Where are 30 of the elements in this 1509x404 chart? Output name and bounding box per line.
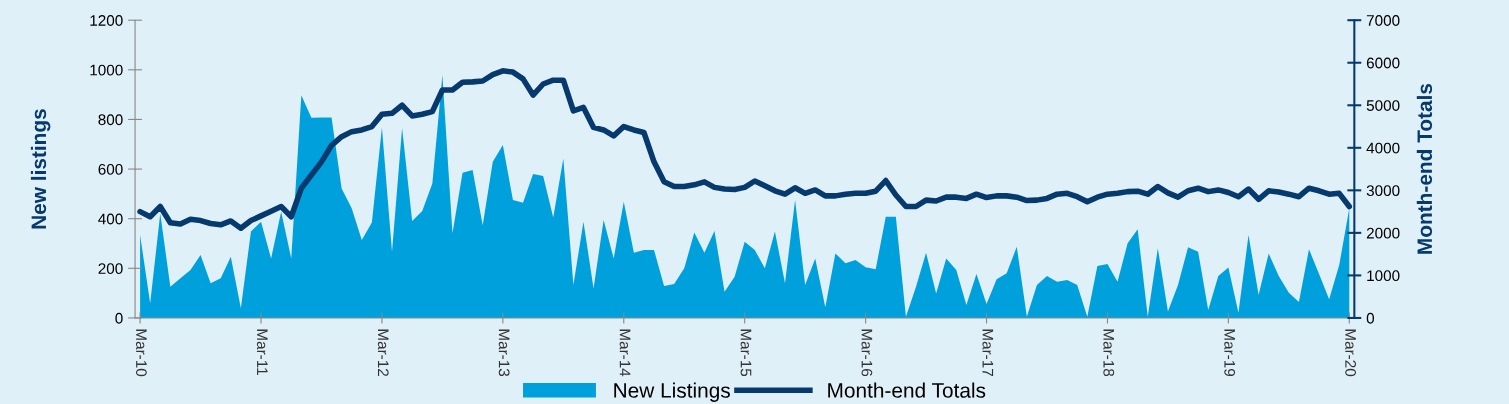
y-tick-label: 1200 — [90, 15, 123, 26]
x-tick-label: Mar-10 — [135, 329, 147, 377]
legend-label: New Listings — [614, 382, 730, 402]
y-axis-title: New listings — [30, 109, 51, 229]
y-tick-label: 800 — [98, 114, 123, 126]
x-tick-label: Mar-20 — [1345, 329, 1357, 377]
y2-tick-label: 3000 — [1366, 185, 1400, 197]
x-tick-label: Mar-17 — [982, 329, 994, 376]
x-tick-label: Mar-12 — [377, 329, 389, 376]
y-tick-label: 1000 — [90, 64, 123, 76]
legend-label: Month-end Totals — [828, 382, 986, 398]
y2-axis-title: Month-end Totals — [1416, 83, 1433, 254]
x-tick-label: Mar-11 — [256, 329, 268, 375]
y2-tick-label: 0 — [1366, 312, 1375, 324]
y-tick-label: 0 — [115, 312, 123, 324]
y-tick-label: 600 — [98, 163, 123, 175]
x-tick-label: Mar-19 — [1224, 329, 1236, 377]
x-tick-label: Mar-14 — [619, 329, 631, 377]
y-tick-label: 200 — [98, 263, 123, 275]
y2-tick-label: 4000 — [1366, 142, 1400, 154]
x-tick-label: Mar-13 — [498, 329, 510, 377]
y2-tick-label: 7000 — [1366, 15, 1400, 26]
x-tick-label: Mar-16 — [861, 329, 873, 377]
y2-tick-label: 5000 — [1366, 100, 1400, 111]
x-tick-label: Mar-15 — [740, 329, 752, 377]
y2-tick-label: 6000 — [1366, 57, 1400, 69]
y-tick-label: 400 — [98, 213, 123, 225]
y2-tick-label: 1000 — [1367, 270, 1400, 282]
x-tick-label: Mar-18 — [1103, 329, 1115, 377]
y2-tick-label: 2000 — [1366, 227, 1400, 239]
